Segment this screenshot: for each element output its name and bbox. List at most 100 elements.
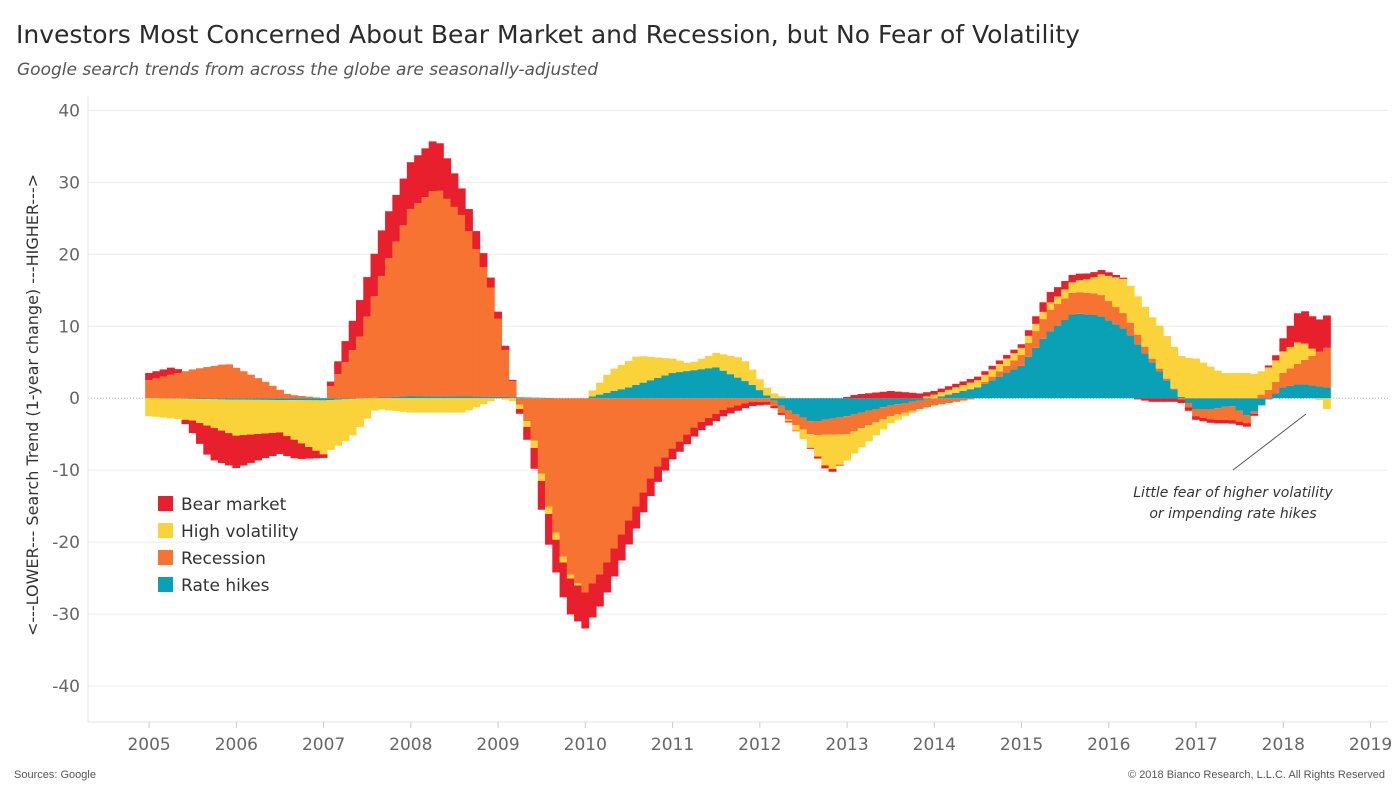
- bar-segment: [1272, 393, 1280, 399]
- bar-segment: [276, 398, 284, 401]
- bar-segment: [843, 416, 851, 435]
- bar-segment: [617, 364, 626, 390]
- bar-segment: [152, 378, 161, 399]
- bar-segment: [959, 385, 968, 392]
- bar-segment: [392, 396, 401, 399]
- bar-segment: [966, 382, 975, 390]
- bar-segment: [414, 155, 423, 204]
- bar-segment: [232, 399, 241, 436]
- bar-segment: [1308, 355, 1317, 386]
- bar-segment: [370, 397, 379, 399]
- bar-segment: [508, 379, 517, 382]
- x-tick-label: 2005: [127, 735, 170, 755]
- bar-segment: [654, 377, 662, 399]
- bar-segment: [457, 398, 466, 413]
- bar-segment: [1133, 334, 1142, 345]
- bar-segment: [210, 428, 219, 461]
- bar-segment: [203, 398, 212, 400]
- bar-segment: [770, 393, 779, 399]
- bar-segment: [501, 396, 510, 399]
- bar-segment: [712, 367, 721, 399]
- bar-segment: [428, 141, 437, 192]
- bar-segment: [937, 392, 946, 397]
- bar-segment: [588, 583, 597, 618]
- bar-segment: [1250, 411, 1259, 414]
- bar-segment: [341, 399, 350, 442]
- bar-segment: [1010, 349, 1019, 354]
- bar-segment: [283, 398, 292, 401]
- bar-segment: [276, 400, 284, 433]
- bar-segment: [486, 287, 495, 397]
- x-tick-label: 2015: [1000, 735, 1043, 755]
- bar-segment: [574, 585, 582, 622]
- bar-segment: [319, 400, 328, 455]
- bar-segment: [1046, 331, 1055, 399]
- bar-segment: [1199, 409, 1208, 418]
- bar-segment: [872, 422, 881, 436]
- bar-segment: [145, 380, 154, 399]
- bar-segment: [239, 371, 248, 399]
- bar-segment: [1119, 328, 1128, 399]
- bar-segment: [944, 386, 953, 390]
- bar-segment: [559, 398, 568, 557]
- bar-segment: [523, 426, 532, 440]
- bar-segment: [1039, 311, 1048, 320]
- bar-segment: [1148, 317, 1157, 359]
- bar-segment: [1235, 421, 1244, 426]
- bar-segment: [435, 190, 444, 397]
- bar-segment: [850, 398, 859, 415]
- bar-segment: [755, 379, 764, 391]
- bar-segment: [443, 396, 452, 399]
- bar-segment: [1213, 408, 1222, 420]
- bar-segment: [915, 398, 924, 401]
- bar-segment: [1046, 302, 1055, 310]
- bar-segment: [370, 253, 379, 297]
- bar-segment: [1221, 419, 1230, 424]
- bar-segment: [748, 398, 757, 402]
- bar-segment: [181, 398, 190, 420]
- bar-segment: [704, 368, 713, 399]
- bar-segment: [712, 413, 721, 421]
- bar-segment: [334, 361, 343, 375]
- bar-segment: [1293, 384, 1302, 399]
- bar-segment: [457, 214, 466, 397]
- bar-segment: [341, 362, 350, 399]
- bar-segment: [894, 398, 902, 405]
- bar-segment: [646, 398, 655, 479]
- bar-segment: [297, 398, 306, 401]
- bar-segment: [545, 506, 553, 514]
- bar-segment: [646, 380, 655, 399]
- bar-segment: [617, 398, 626, 535]
- bar-segment: [966, 379, 975, 383]
- bar-segment: [937, 388, 946, 393]
- bar-segment: [1228, 420, 1237, 424]
- bar-segment: [246, 434, 255, 463]
- bar-segment: [1177, 399, 1186, 404]
- bar-segment: [864, 393, 873, 399]
- bar-segment: [1286, 385, 1295, 399]
- bar-segment: [770, 400, 779, 406]
- bar-segment: [988, 380, 997, 399]
- bar-segment: [988, 369, 997, 377]
- bar-segment: [1163, 398, 1171, 402]
- bar-segment: [668, 398, 677, 449]
- bar-segment: [1075, 273, 1084, 281]
- bar-segment: [799, 398, 808, 418]
- bar-segment: [1010, 369, 1019, 399]
- x-tick-label: 2014: [913, 735, 956, 755]
- bar-segment: [1213, 398, 1222, 409]
- bar-segment: [1133, 398, 1142, 400]
- bar-segment: [421, 398, 430, 413]
- bar-segment: [188, 398, 197, 421]
- bar-segment: [1286, 368, 1295, 386]
- bar-segment: [1228, 398, 1237, 407]
- bar-segment: [1293, 313, 1302, 343]
- bar-segment: [530, 440, 539, 448]
- bar-segment: [625, 398, 633, 521]
- bar-segment: [959, 391, 968, 399]
- bar-segment: [254, 378, 263, 399]
- bar-segment: [1148, 358, 1157, 363]
- bar-segment: [632, 506, 641, 529]
- bar-segment: [1119, 278, 1128, 314]
- bar-segment: [901, 392, 910, 399]
